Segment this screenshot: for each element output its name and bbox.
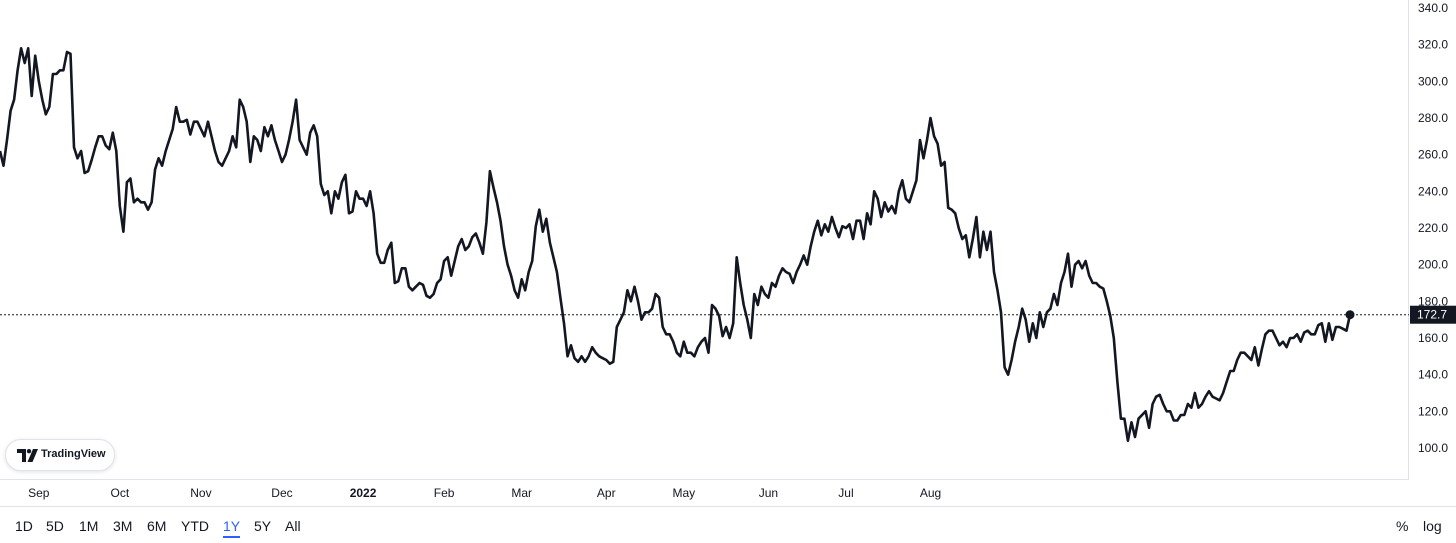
price-chart[interactable]: 340.0 320.0 300.0 280.0 260.0 240.0 220.0 200.0… bbox=[0, 0, 1456, 506]
price-axis[interactable]: 340.0 320.0 300.0 280.0 260.0 240.0 220.0 200.0… bbox=[1418, 1, 1448, 455]
timeframe-1d-button[interactable]: 1D bbox=[15, 518, 33, 534]
timeframe-1y-button[interactable]: 1Y bbox=[223, 518, 241, 538]
y-tick-label: 100.0 bbox=[1418, 441, 1448, 455]
y-tick-label: 160.0 bbox=[1418, 331, 1448, 345]
x-tick-label: Feb bbox=[434, 486, 455, 500]
y-tick-label: 220.0 bbox=[1418, 221, 1448, 235]
x-tick-label: Oct bbox=[111, 486, 130, 500]
timeframe-1m-button[interactable]: 1M bbox=[79, 518, 99, 534]
last-price-label: 172.7 bbox=[1410, 305, 1456, 324]
x-tick-label: Apr bbox=[597, 486, 616, 500]
y-tick-label: 140.0 bbox=[1418, 368, 1448, 382]
x-tick-label: Sep bbox=[28, 486, 50, 500]
timeframe-6m-button[interactable]: 6M bbox=[147, 518, 167, 534]
price-series-line bbox=[0, 47, 1352, 442]
y-tick-label: 340.0 bbox=[1418, 1, 1448, 15]
tradingview-logo[interactable]: TradingView bbox=[5, 439, 115, 471]
x-tick-label: Nov bbox=[190, 486, 211, 500]
x-tick-label: 2022 bbox=[350, 486, 377, 500]
log-scale-toggle[interactable]: log bbox=[1423, 518, 1442, 534]
y-tick-label: 240.0 bbox=[1418, 184, 1448, 198]
bottom-toolbar: 1D 5D 1M 3M 6M YTD 1Y 5Y All % log bbox=[0, 506, 1456, 543]
x-tick-label: Aug bbox=[920, 486, 941, 500]
y-tick-label: 200.0 bbox=[1418, 258, 1448, 272]
percent-scale-toggle[interactable]: % bbox=[1396, 518, 1409, 534]
x-tick-label: Mar bbox=[511, 486, 532, 500]
y-tick-label: 180.0 bbox=[1418, 294, 1448, 308]
time-axis[interactable]: Sep Oct Nov Dec 2022 Feb Mar Apr May Jun Jul Aug bbox=[28, 486, 941, 500]
timeframe-5d-button[interactable]: 5D bbox=[46, 518, 64, 534]
x-tick-label: Jun bbox=[759, 486, 778, 500]
timeframe-5y-button[interactable]: 5Y bbox=[254, 518, 272, 534]
tradingview-wordmark: TradingView bbox=[41, 448, 106, 460]
timeframe-ytd-button[interactable]: YTD bbox=[181, 518, 209, 534]
y-tick-label: 280.0 bbox=[1418, 111, 1448, 125]
last-price-dot bbox=[1345, 310, 1355, 320]
y-tick-label: 120.0 bbox=[1418, 404, 1448, 418]
svg-text:172.7: 172.7 bbox=[1417, 308, 1447, 322]
x-tick-label: Jul bbox=[838, 486, 853, 500]
x-tick-label: May bbox=[672, 486, 695, 500]
timeframe-3m-button[interactable]: 3M bbox=[113, 518, 133, 534]
timeframe-all-button[interactable]: All bbox=[285, 518, 301, 534]
y-tick-label: 300.0 bbox=[1418, 74, 1448, 88]
y-tick-label: 320.0 bbox=[1418, 38, 1448, 52]
y-tick-label: 260.0 bbox=[1418, 148, 1448, 162]
x-tick-label: Dec bbox=[271, 486, 292, 500]
tradingview-icon bbox=[17, 449, 38, 462]
